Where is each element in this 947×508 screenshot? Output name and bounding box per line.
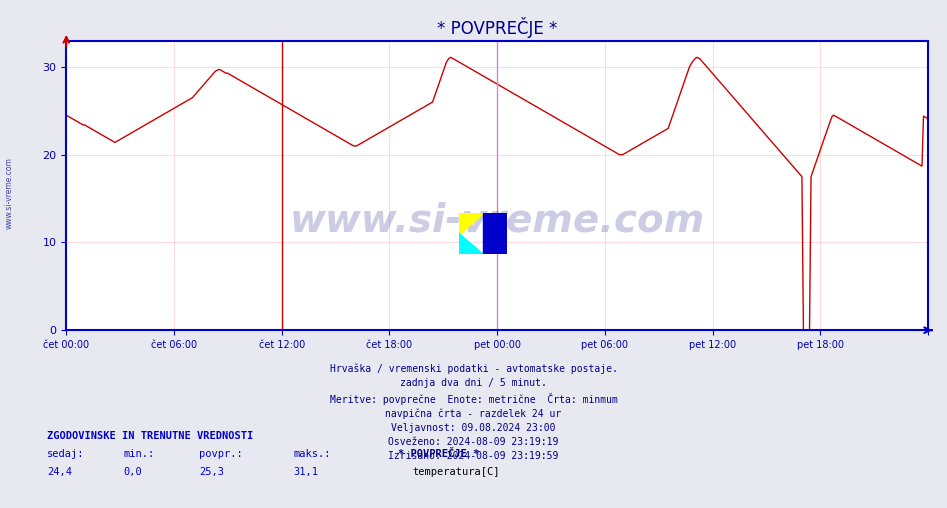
Text: 25,3: 25,3 [199, 467, 223, 477]
Text: 24,4: 24,4 [47, 467, 72, 477]
Text: min.:: min.: [123, 449, 154, 459]
Text: * POVPREČJE *: * POVPREČJE * [398, 449, 479, 459]
Text: maks.:: maks.: [294, 449, 331, 459]
Text: sedaj:: sedaj: [47, 449, 85, 459]
Polygon shape [483, 213, 507, 254]
Text: 0,0: 0,0 [123, 467, 142, 477]
Text: Hrvaška / vremenski podatki - avtomatske postaje.
zadnja dva dni / 5 minut.
Meri: Hrvaška / vremenski podatki - avtomatske… [330, 363, 617, 461]
Title: * POVPREČJE *: * POVPREČJE * [437, 17, 558, 38]
Text: www.si-vreme.com: www.si-vreme.com [290, 201, 705, 239]
Text: www.si-vreme.com: www.si-vreme.com [5, 157, 14, 229]
Text: ZGODOVINSKE IN TRENUTNE VREDNOSTI: ZGODOVINSKE IN TRENUTNE VREDNOSTI [47, 431, 254, 441]
Text: temperatura[C]: temperatura[C] [412, 467, 499, 477]
Polygon shape [459, 234, 483, 254]
Polygon shape [459, 213, 483, 234]
Text: povpr.:: povpr.: [199, 449, 242, 459]
Text: 31,1: 31,1 [294, 467, 318, 477]
